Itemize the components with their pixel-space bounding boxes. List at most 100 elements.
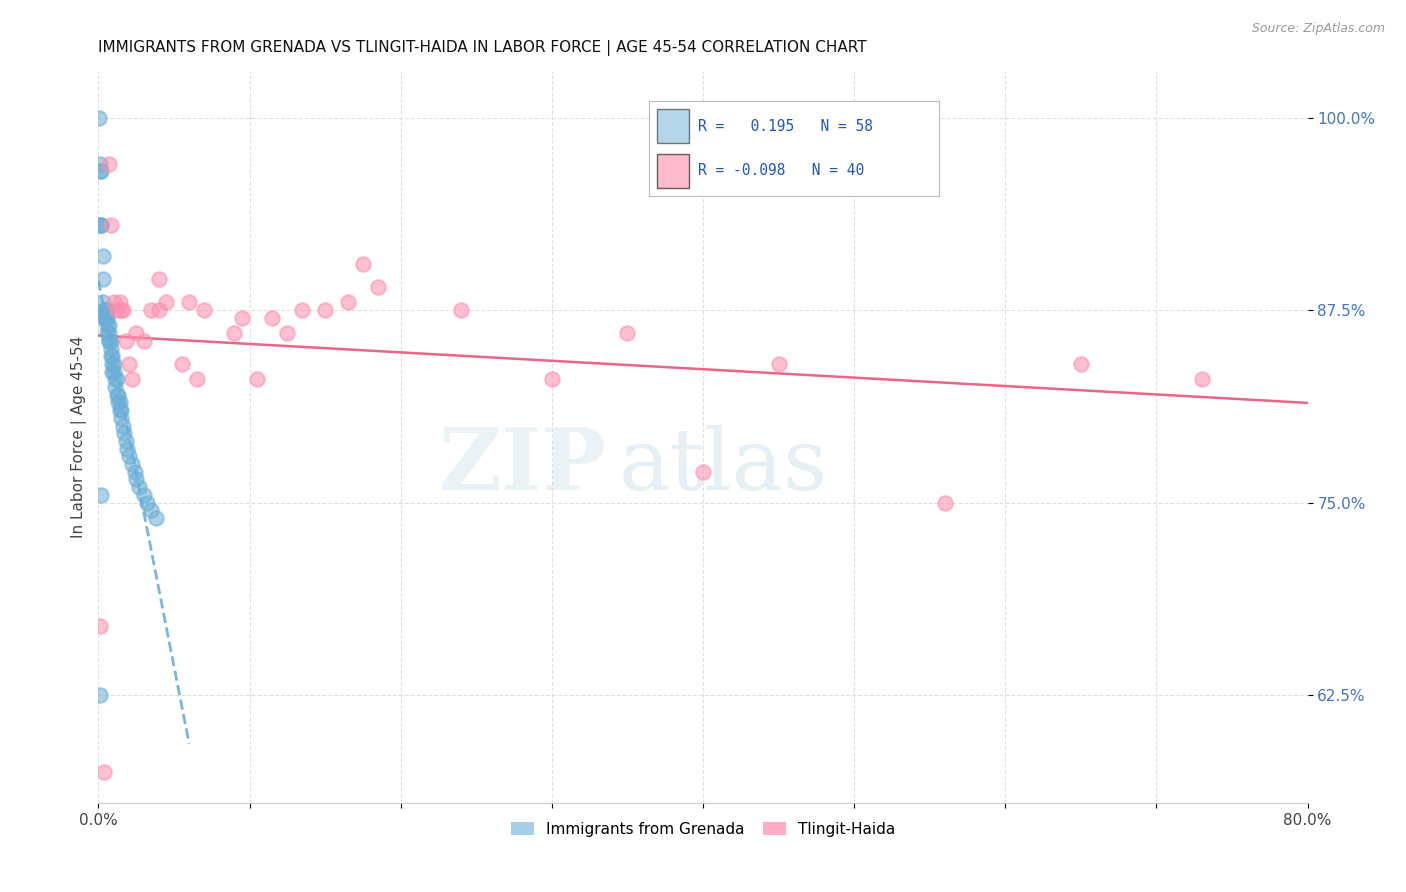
Text: Source: ZipAtlas.com: Source: ZipAtlas.com bbox=[1251, 22, 1385, 36]
Point bbox=[141, 303, 163, 318]
Point bbox=[96, 310, 118, 325]
Point bbox=[124, 465, 146, 479]
Point bbox=[96, 318, 118, 333]
Point bbox=[100, 349, 122, 363]
Point bbox=[934, 495, 956, 509]
Point bbox=[336, 295, 359, 310]
Point bbox=[291, 303, 314, 318]
Point bbox=[105, 303, 128, 318]
Point bbox=[93, 303, 115, 318]
Point bbox=[104, 372, 127, 386]
Point bbox=[96, 303, 118, 318]
Point bbox=[118, 357, 141, 371]
Point bbox=[93, 310, 115, 325]
Point bbox=[98, 334, 121, 348]
Point bbox=[1191, 372, 1213, 386]
Point bbox=[89, 157, 111, 171]
Point bbox=[170, 357, 193, 371]
Point bbox=[90, 219, 112, 233]
Point bbox=[155, 295, 177, 310]
Point bbox=[132, 334, 155, 348]
Point bbox=[100, 342, 122, 356]
Point bbox=[94, 303, 117, 318]
Point bbox=[193, 303, 215, 318]
Point bbox=[540, 372, 562, 386]
Point bbox=[105, 372, 128, 386]
Point bbox=[111, 303, 134, 318]
Point bbox=[121, 372, 143, 386]
Point bbox=[89, 219, 111, 233]
Point bbox=[100, 219, 122, 233]
Point bbox=[111, 418, 134, 433]
Point bbox=[94, 303, 117, 318]
Point bbox=[148, 272, 170, 286]
Point bbox=[108, 403, 131, 417]
Point bbox=[98, 334, 121, 348]
Point bbox=[112, 426, 135, 441]
Point bbox=[108, 395, 131, 409]
Point bbox=[1070, 357, 1092, 371]
Point bbox=[314, 303, 336, 318]
Point bbox=[121, 457, 143, 471]
Point bbox=[246, 372, 269, 386]
Point bbox=[186, 372, 208, 386]
Point bbox=[367, 280, 389, 294]
Point bbox=[89, 111, 111, 125]
Point bbox=[135, 495, 157, 509]
Point bbox=[110, 410, 132, 425]
Point bbox=[224, 326, 246, 340]
Point bbox=[108, 295, 131, 310]
Point bbox=[93, 764, 115, 779]
Point bbox=[90, 219, 112, 233]
Point bbox=[128, 480, 150, 494]
Point bbox=[90, 164, 112, 178]
Point bbox=[90, 488, 112, 502]
Text: IMMIGRANTS FROM GRENADA VS TLINGIT-HAIDA IN LABOR FORCE | AGE 45-54 CORRELATION : IMMIGRANTS FROM GRENADA VS TLINGIT-HAIDA… bbox=[98, 40, 868, 56]
Point bbox=[101, 357, 124, 371]
Point bbox=[141, 503, 163, 517]
Point bbox=[101, 349, 124, 363]
Point bbox=[110, 303, 132, 318]
Point bbox=[89, 688, 111, 702]
Point bbox=[98, 157, 121, 171]
Point bbox=[104, 380, 127, 394]
Point bbox=[132, 488, 155, 502]
Point bbox=[110, 403, 132, 417]
Point bbox=[107, 395, 129, 409]
Point bbox=[98, 318, 121, 333]
Point bbox=[103, 365, 125, 379]
Point bbox=[768, 357, 790, 371]
Point bbox=[103, 295, 125, 310]
Point bbox=[101, 365, 124, 379]
Point bbox=[692, 465, 714, 479]
Point bbox=[94, 310, 117, 325]
Point bbox=[450, 303, 472, 318]
Text: ZIP: ZIP bbox=[439, 425, 606, 508]
Point bbox=[231, 310, 253, 325]
Point bbox=[107, 388, 129, 402]
Point bbox=[98, 326, 121, 340]
Point bbox=[91, 295, 114, 310]
Point bbox=[114, 434, 136, 448]
Y-axis label: In Labor Force | Age 45-54: In Labor Force | Age 45-54 bbox=[72, 336, 87, 538]
Point bbox=[115, 442, 138, 456]
Point bbox=[91, 249, 114, 263]
Legend: Immigrants from Grenada, Tlingit-Haida: Immigrants from Grenada, Tlingit-Haida bbox=[505, 815, 901, 843]
Text: atlas: atlas bbox=[619, 425, 828, 508]
Point bbox=[93, 303, 115, 318]
Point bbox=[352, 257, 374, 271]
Point bbox=[262, 310, 284, 325]
Point bbox=[179, 295, 201, 310]
Point bbox=[118, 450, 141, 464]
Point bbox=[105, 388, 128, 402]
Point bbox=[114, 334, 136, 348]
Point bbox=[125, 472, 148, 486]
Point bbox=[145, 511, 167, 525]
Point bbox=[94, 310, 117, 325]
Point bbox=[89, 618, 111, 632]
Point bbox=[91, 272, 114, 286]
Point bbox=[616, 326, 638, 340]
Point bbox=[96, 326, 118, 340]
Point bbox=[148, 303, 170, 318]
Point bbox=[89, 164, 111, 178]
